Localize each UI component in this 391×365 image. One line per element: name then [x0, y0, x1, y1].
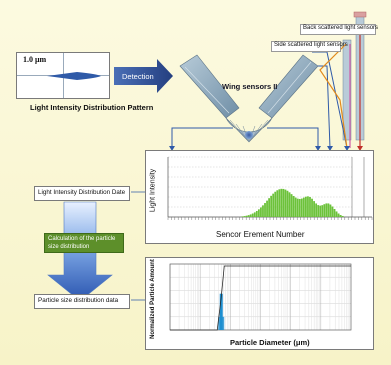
light-intensity-bar — [257, 209, 260, 217]
light-intensity-bar — [290, 194, 293, 217]
light-intensity-bar — [327, 203, 330, 217]
result-box: Particle size distribution data — [34, 294, 130, 309]
detection-arrow — [114, 59, 173, 93]
connector-lines — [171, 28, 361, 149]
light-intensity-bar — [305, 196, 307, 217]
fan-sensor — [225, 117, 273, 143]
light-intensity-bar — [286, 190, 289, 217]
light-intensity-bar — [243, 216, 246, 217]
side-sensor-label: Side scattered light sensors — [274, 42, 348, 48]
light-intensity-bar — [333, 208, 336, 217]
wing-sensor-left — [179, 54, 240, 119]
light-intensity-bar — [309, 196, 311, 217]
light-intensity-bar — [315, 203, 318, 217]
light-intensity-bar — [270, 195, 273, 217]
connector-arrowheads — [169, 146, 363, 151]
light-intensity-bar — [313, 201, 315, 217]
light-intensity-xlabel: Sencor Erement Number — [216, 230, 305, 239]
light-intensity-bar — [251, 213, 254, 217]
light-intensity-bar — [272, 193, 275, 217]
calc-box: Calculation of the particle size distrib… — [44, 233, 124, 253]
light-intensity-bar — [319, 205, 322, 217]
light-intensity-bar — [341, 215, 344, 217]
light-intensity-bar — [282, 188, 285, 217]
light-intensity-bar — [276, 190, 279, 217]
light-intensity-bar — [325, 203, 328, 217]
light-intensity-plot — [167, 156, 373, 220]
light-intensity-bar — [294, 197, 297, 217]
calc-label: Calculation of the particle size distrib… — [48, 236, 116, 250]
back-sensor-callout: Back scattered light sensors — [300, 24, 379, 35]
side-sensor-strip — [342, 39, 352, 141]
light-intensity-bar — [288, 192, 291, 217]
light-intensity-bar — [249, 214, 252, 217]
light-intensity-bar — [247, 215, 250, 217]
light-intensity-bar — [255, 210, 258, 217]
light-intensity-bar — [302, 197, 305, 217]
side-sensor-callout: Side scattered light sensors — [271, 41, 348, 52]
result-label: Particle size distribution data — [38, 297, 119, 304]
particle-size-ylabel: Normalized Particle Amount — [150, 259, 156, 339]
pattern-scale-label: 1.0 μm — [23, 55, 47, 64]
light-intensity-bar — [245, 215, 248, 217]
light-intensity-bar — [337, 213, 340, 217]
pattern-caption: Light Intensity Distribution Pattern — [30, 103, 154, 112]
light-intensity-ylabel: Light Intensity — [149, 168, 157, 213]
light-intensity-bar — [280, 188, 283, 217]
light-intensity-bar — [241, 216, 244, 217]
light-intensity-bar — [298, 198, 301, 217]
light-intensity-bar — [300, 198, 303, 217]
light-intensity-bar — [262, 205, 264, 217]
light-intensity-bar — [323, 204, 326, 217]
date-box: Light Intensity Distribution Date — [34, 186, 130, 201]
particle-size-chart: Normalized Particle Amount Particle Diam… — [145, 257, 374, 350]
light-intensity-bar — [253, 212, 256, 217]
light-intensity-chart: Light Intensity Sencor Erement Number — [145, 150, 374, 244]
light-intensity-bar — [339, 215, 342, 217]
particle-size-xlabel: Particle Diameter (μm) — [230, 338, 310, 347]
light-intensity-bar — [274, 191, 277, 217]
particle-size-distribution-bar — [219, 293, 223, 330]
date-label: Light Intensity Distribution Date — [38, 189, 126, 196]
light-intensity-bar — [268, 198, 270, 217]
light-intensity-bar — [335, 211, 338, 217]
light-intensity-bar — [296, 198, 299, 217]
light-intensity-bar — [311, 198, 313, 217]
light-intensity-bar — [284, 189, 287, 217]
wing-sensors-label: Wing sensors II — [222, 82, 278, 91]
back-sensor-label: Back scattered light sensors — [303, 25, 379, 31]
light-intensity-bar — [264, 203, 266, 217]
light-intensity-bar — [317, 205, 320, 217]
light-intensity-bar — [278, 189, 281, 217]
detection-label: Detection — [122, 72, 154, 81]
light-intensity-bar — [331, 206, 334, 217]
pattern-beam-icon — [47, 72, 101, 80]
light-intensity-bar — [292, 195, 295, 217]
particle-size-plot — [169, 263, 352, 331]
back-sensor-head — [353, 11, 367, 18]
pattern-box: 1.0 μm — [16, 52, 110, 99]
wing-sensor-right — [258, 54, 319, 119]
particle-size-cumulative-line — [170, 265, 351, 331]
particle-size-frame — [169, 263, 352, 331]
light-intensity-bar — [329, 204, 332, 217]
light-intensity-bar — [266, 200, 268, 217]
light-intensity-bar — [307, 196, 309, 217]
light-intensity-bar — [321, 205, 324, 217]
light-intensity-bar — [260, 207, 262, 217]
